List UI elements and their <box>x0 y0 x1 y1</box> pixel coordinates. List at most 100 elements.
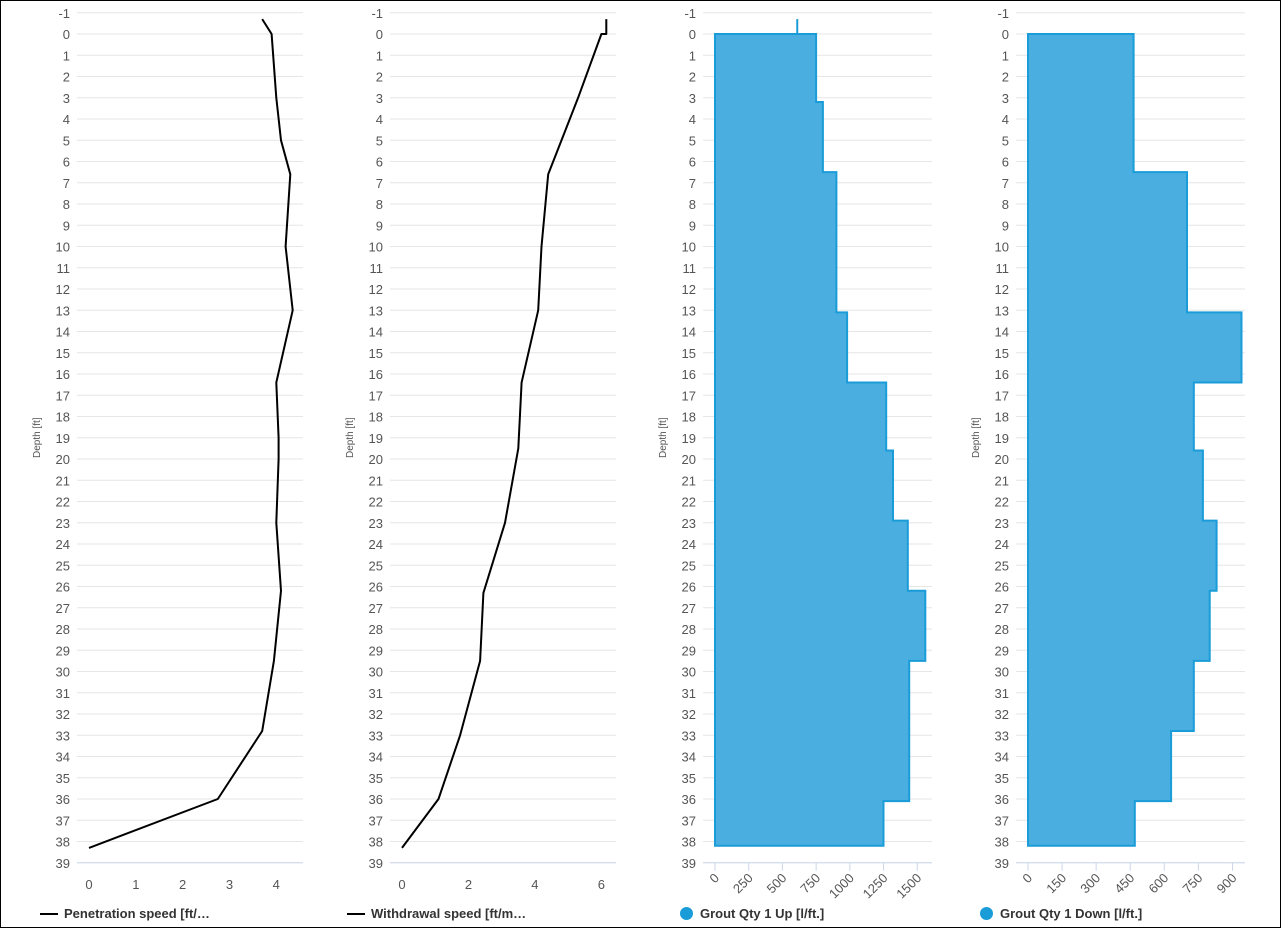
legend-label: Grout Qty 1 Down [l/ft.] <box>1000 906 1143 921</box>
series-area <box>1027 33 1243 847</box>
y-tick-label: 28 <box>682 622 696 637</box>
y-tick-label: 16 <box>369 367 383 382</box>
x-tick-label: 1000 <box>826 870 857 901</box>
y-tick-label: 26 <box>682 580 696 595</box>
x-tick-label: 1 <box>132 877 139 892</box>
legend-line-icon <box>40 912 58 915</box>
y-tick-label: 37 <box>369 813 383 828</box>
y-tick-label: 18 <box>682 410 696 425</box>
y-tick-label: 31 <box>995 686 1009 701</box>
y-tick-label: 4 <box>1002 112 1009 127</box>
y-tick-label: -1 <box>58 6 70 21</box>
y-axis-title: Depth [ft] <box>658 417 669 458</box>
y-tick-label: 25 <box>995 558 1009 573</box>
y-tick-label: 25 <box>369 558 383 573</box>
y-tick-label: 8 <box>376 197 383 212</box>
y-tick-label: 9 <box>63 218 70 233</box>
y-axis-title: Depth [ft] <box>345 417 356 458</box>
y-tick-label: 36 <box>56 792 70 807</box>
legend-label: Penetration speed [ft/… <box>64 906 210 921</box>
y-tick-label: 18 <box>369 410 383 425</box>
y-tick-label: 5 <box>63 133 70 148</box>
legend-withdrawal-speed[interactable]: Withdrawal speed [ft/m… <box>347 906 526 921</box>
x-tick-label: 0 <box>1019 870 1035 886</box>
x-tick-label: 4 <box>531 877 538 892</box>
legend-line-icon <box>347 912 365 915</box>
y-tick-label: 21 <box>369 473 383 488</box>
x-tick-label: 500 <box>764 870 790 896</box>
legend-grout-qty-down[interactable]: Grout Qty 1 Down [l/ft.] <box>980 906 1142 921</box>
y-tick-label: 20 <box>56 452 70 467</box>
y-tick-label: 6 <box>689 155 696 170</box>
y-tick-label: 34 <box>682 750 696 765</box>
y-tick-label: 34 <box>56 750 70 765</box>
y-tick-label: 0 <box>63 27 70 42</box>
y-tick-label: 31 <box>369 686 383 701</box>
x-tick-label: 2 <box>465 877 472 892</box>
y-tick-label: 32 <box>369 707 383 722</box>
y-tick-label: 4 <box>689 112 696 127</box>
y-tick-label: 10 <box>995 240 1009 255</box>
y-tick-label: 23 <box>56 516 70 531</box>
legend-dot-icon <box>680 907 693 920</box>
y-tick-label: 39 <box>369 856 383 871</box>
y-tick-label: 15 <box>369 346 383 361</box>
y-axis-title: Depth [ft] <box>32 417 43 458</box>
x-tick-label: 900 <box>1214 870 1240 896</box>
y-tick-label: 21 <box>995 473 1009 488</box>
y-tick-label: 0 <box>1002 27 1009 42</box>
y-tick-label: 17 <box>682 388 696 403</box>
y-tick-label: 3 <box>1002 91 1009 106</box>
x-tick-label: 750 <box>797 870 823 896</box>
y-tick-label: 27 <box>56 601 70 616</box>
y-tick-label: 31 <box>56 686 70 701</box>
y-tick-label: 13 <box>682 303 696 318</box>
y-tick-label: 20 <box>682 452 696 467</box>
y-tick-label: 8 <box>63 197 70 212</box>
y-tick-label: 9 <box>689 218 696 233</box>
y-tick-label: 12 <box>682 282 696 297</box>
y-tick-label: 29 <box>56 643 70 658</box>
y-tick-label: 5 <box>689 133 696 148</box>
y-tick-label: 22 <box>56 495 70 510</box>
y-tick-label: 3 <box>63 91 70 106</box>
y-tick-label: 37 <box>682 813 696 828</box>
y-tick-label: 0 <box>689 27 696 42</box>
x-tick-label: 1500 <box>893 870 924 901</box>
legend-grout-qty-up[interactable]: Grout Qty 1 Up [l/ft.] <box>680 906 824 921</box>
y-tick-label: 16 <box>995 367 1009 382</box>
y-tick-label: 20 <box>369 452 383 467</box>
y-tick-label: 11 <box>57 261 71 276</box>
y-tick-label: 7 <box>63 176 70 191</box>
y-tick-label: 15 <box>682 346 696 361</box>
y-tick-label: 7 <box>1002 176 1009 191</box>
y-tick-label: 39 <box>995 856 1009 871</box>
y-tick-label: 29 <box>369 643 383 658</box>
y-tick-label: 11 <box>996 261 1010 276</box>
y-tick-label: 25 <box>56 558 70 573</box>
y-tick-label: 30 <box>682 665 696 680</box>
y-tick-label: 11 <box>683 261 697 276</box>
y-tick-label: 2 <box>689 70 696 85</box>
y-tick-label: 25 <box>682 558 696 573</box>
y-tick-label: 14 <box>56 325 70 340</box>
y-tick-label: 21 <box>56 473 70 488</box>
y-tick-label: 9 <box>1002 218 1009 233</box>
y-tick-label: 26 <box>995 580 1009 595</box>
x-tick-label: 450 <box>1111 870 1137 896</box>
series-line <box>88 18 294 849</box>
legend-penetration-speed[interactable]: Penetration speed [ft/… <box>40 906 210 921</box>
y-tick-label: 17 <box>995 388 1009 403</box>
y-tick-label: 1 <box>689 48 696 63</box>
grout-qty-down-chart: -101234567891011121314151617181920212223… <box>971 6 1245 896</box>
y-tick-label: 36 <box>995 792 1009 807</box>
y-tick-label: 7 <box>376 176 383 191</box>
y-tick-label: 12 <box>995 282 1009 297</box>
y-tick-label: 12 <box>56 282 70 297</box>
y-tick-label: 12 <box>369 282 383 297</box>
y-tick-label: 34 <box>369 750 383 765</box>
y-tick-label: 22 <box>995 495 1009 510</box>
penetration-speed-chart: -101234567891011121314151617181920212223… <box>32 6 303 892</box>
y-tick-label: 5 <box>1002 133 1009 148</box>
y-tick-label: 37 <box>995 813 1009 828</box>
